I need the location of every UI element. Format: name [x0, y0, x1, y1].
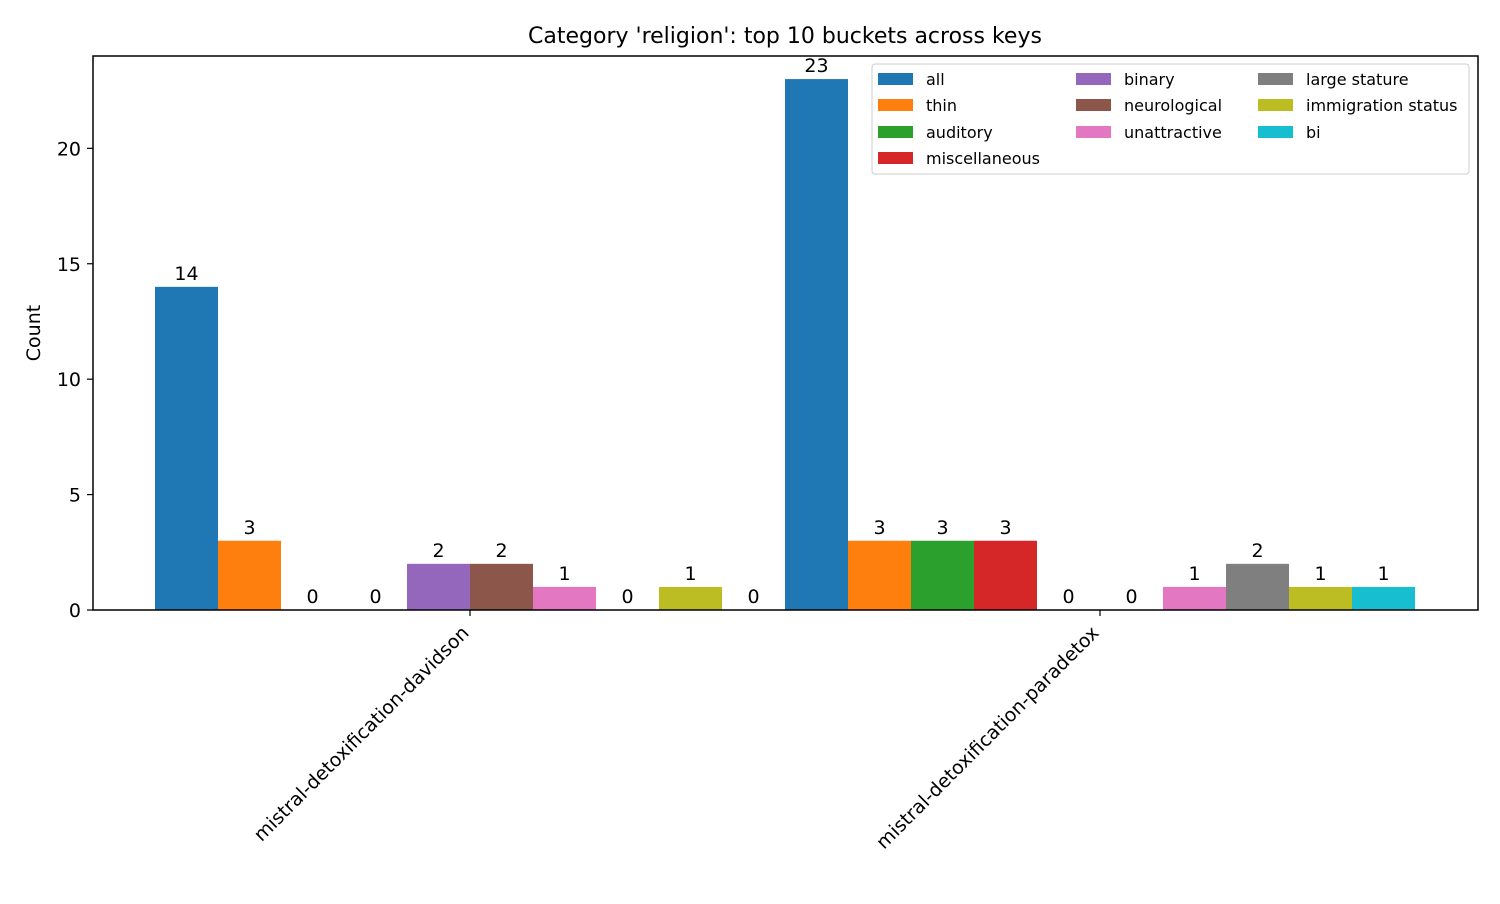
legend-swatch — [878, 152, 913, 164]
bar — [218, 540, 281, 610]
legend-swatch — [1076, 73, 1111, 85]
y-axis-label: Count — [23, 305, 45, 361]
legend-label: bi — [1306, 123, 1321, 142]
data-label: 0 — [306, 586, 318, 608]
data-label: 1 — [1377, 563, 1389, 585]
data-label: 0 — [747, 586, 759, 608]
data-label: 3 — [873, 517, 885, 539]
legend-label: miscellaneous — [926, 149, 1040, 168]
data-label: 0 — [1125, 586, 1137, 608]
bar — [1352, 586, 1415, 610]
legend-label: auditory — [926, 123, 993, 142]
data-label: 1 — [684, 563, 696, 585]
legend-label: unattractive — [1124, 123, 1222, 142]
legend-label: binary — [1124, 70, 1175, 89]
data-label: 0 — [621, 586, 633, 608]
legend-label: thin — [926, 96, 957, 115]
data-label: 1 — [1188, 563, 1200, 585]
legend-label: neurological — [1124, 96, 1222, 115]
bar — [1226, 563, 1289, 610]
legend-swatch — [1258, 99, 1293, 111]
bar — [974, 540, 1037, 610]
data-label: 2 — [432, 540, 444, 562]
bar — [911, 540, 974, 610]
legend: all thin auditory miscellaneous binary neurol… — [871, 63, 1470, 175]
bar — [1163, 586, 1226, 610]
legend-swatch — [1076, 99, 1111, 111]
bar — [1289, 586, 1352, 610]
bar — [785, 79, 848, 611]
data-label: 0 — [369, 586, 381, 608]
bar — [407, 563, 470, 610]
data-label: 2 — [1251, 540, 1263, 562]
bar — [155, 286, 218, 610]
data-label: 0 — [1062, 586, 1074, 608]
y-tick-label: 10 — [57, 369, 81, 391]
bar — [848, 540, 911, 610]
x-tick-label: mistral-detoxification-davidson — [250, 622, 474, 846]
data-label: 23 — [804, 55, 828, 77]
legend-swatch — [878, 99, 913, 111]
legend-swatch — [1258, 73, 1293, 85]
bar — [659, 586, 722, 610]
y-tick-label: 0 — [69, 600, 81, 622]
legend-label: all — [926, 70, 945, 89]
data-label: 2 — [495, 540, 507, 562]
data-label: 14 — [174, 263, 198, 285]
data-label: 3 — [999, 517, 1011, 539]
legend-swatch — [1258, 126, 1293, 138]
legend-swatch — [878, 73, 913, 85]
bar — [470, 563, 533, 610]
y-tick-label: 5 — [69, 485, 81, 507]
bar — [533, 586, 596, 610]
data-label: 1 — [1314, 563, 1326, 585]
legend-swatch — [878, 126, 913, 138]
legend-label: immigration status — [1306, 96, 1458, 115]
plot-frame — [92, 55, 1479, 611]
y-tick-label: 15 — [57, 254, 81, 276]
legend-swatch — [1076, 126, 1111, 138]
legend-label: large stature — [1306, 70, 1409, 89]
data-label: 3 — [936, 517, 948, 539]
y-tick-label: 20 — [57, 138, 81, 160]
data-label: 3 — [243, 517, 255, 539]
data-label: 1 — [558, 563, 570, 585]
chart-title: Category 'religion': top 10 buckets acro… — [528, 24, 1042, 49]
x-tick-label: mistral-detoxification-paradetox — [872, 622, 1104, 854]
legend-box — [871, 63, 1470, 175]
